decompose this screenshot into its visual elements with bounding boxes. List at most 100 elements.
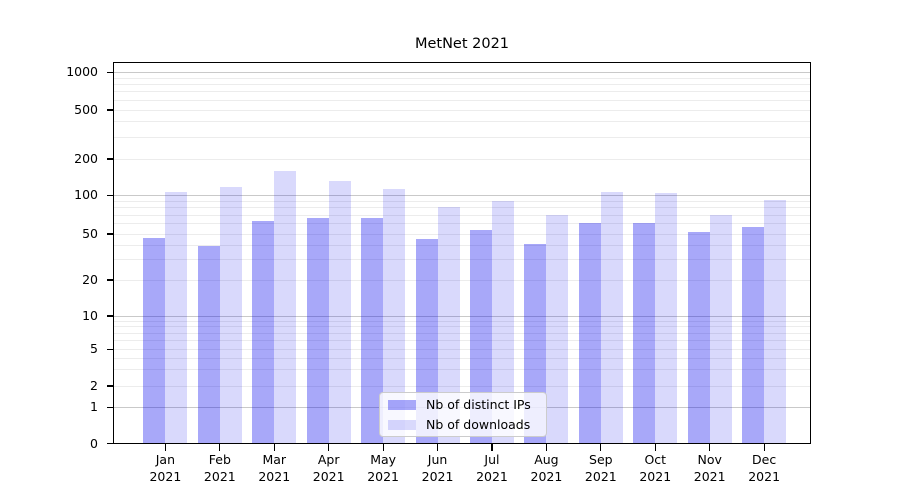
x-tick-label: Nov 2021 [693, 452, 726, 484]
bar-distinct-ips [197, 246, 220, 444]
grid-line-minor [114, 77, 810, 79]
x-tick-label: Feb 2021 [203, 452, 236, 484]
bar-downloads [383, 188, 406, 444]
legend-item-distinct-ips: Nb of distinct IPs [388, 398, 538, 411]
grid-line-minor [114, 233, 810, 235]
grid-line-major [114, 315, 810, 317]
grid-line-minor [114, 83, 810, 85]
x-tick-mark [763, 444, 765, 451]
legend-label-distinct-ips: Nb of distinct IPs [426, 397, 531, 412]
x-tick-label: Mar 2021 [258, 452, 291, 484]
y-tick-mark [106, 406, 113, 408]
grid-line-minor [114, 326, 810, 328]
x-tick-mark [600, 444, 602, 451]
bar-downloads [546, 215, 569, 444]
bar-distinct-ips [143, 238, 166, 444]
y-tick-mark [106, 315, 113, 317]
bar-distinct-ips [578, 222, 601, 444]
x-tick-mark [328, 444, 330, 451]
y-tick-mark [106, 194, 113, 196]
grid-line-minor [114, 332, 810, 334]
grid-line-minor [114, 320, 810, 322]
y-tick-label: 2 [90, 378, 98, 393]
legend: Nb of distinct IPs Nb of downloads [379, 392, 547, 437]
bar-downloads [219, 186, 242, 444]
x-tick-label: May 2021 [367, 452, 400, 484]
grid-line-minor [114, 99, 810, 101]
grid-line-minor [114, 244, 810, 246]
y-tick-label: 5 [90, 341, 98, 357]
x-tick-mark [491, 444, 493, 451]
grid-line-minor [114, 279, 810, 281]
bar-downloads [600, 191, 623, 444]
x-tick-mark [219, 444, 221, 451]
bar-downloads [274, 170, 297, 444]
bar-distinct-ips [633, 222, 656, 444]
grid-line-minor [114, 121, 810, 123]
grid-line-minor [114, 158, 810, 160]
legend-label-downloads: Nb of downloads [426, 417, 531, 432]
y-tick-mark [106, 385, 113, 387]
x-tick-label: Sep 2021 [584, 452, 617, 484]
x-tick-mark [654, 444, 656, 451]
grid-line-major [114, 194, 810, 196]
y-tick-label: 200 [74, 151, 98, 166]
grid-line-minor [114, 348, 810, 350]
y-tick-mark [106, 442, 113, 445]
x-tick-mark [164, 444, 166, 451]
x-tick-mark [709, 444, 711, 451]
y-tick-label: 20 [82, 272, 98, 287]
bar-downloads [437, 207, 460, 444]
x-tick-mark [545, 444, 547, 451]
y-tick-mark [106, 348, 113, 350]
x-tick-label: Aug 2021 [530, 452, 563, 484]
bar-downloads [709, 215, 732, 444]
grid-line-minor [114, 369, 810, 371]
y-tick-label: 1 [90, 399, 98, 415]
grid-line-minor [114, 136, 810, 138]
y-tick-label: 100 [74, 187, 98, 203]
y-tick-label: 1000 [66, 64, 98, 80]
bar-downloads [655, 192, 678, 444]
chart-title: MetNet 2021 [414, 36, 510, 52]
grid-line-minor [114, 385, 810, 387]
grid-line-minor [114, 223, 810, 225]
x-tick-label: Apr 2021 [312, 452, 345, 484]
y-tick-label: 500 [74, 102, 98, 117]
x-tick-label: Jul 2021 [476, 452, 508, 484]
y-tick-mark [106, 279, 113, 281]
grid-line-minor [114, 200, 810, 202]
x-tick-label: Jun 2021 [421, 452, 454, 484]
x-tick-label: Dec 2021 [748, 452, 781, 484]
bar-distinct-ips [469, 229, 492, 444]
legend-item-downloads: Nb of downloads [388, 418, 538, 431]
x-tick-label: Oct 2021 [639, 452, 672, 484]
y-tick-mark [106, 109, 113, 111]
y-tick-mark [106, 71, 113, 73]
legend-swatch-downloads [388, 419, 416, 430]
bar-downloads [328, 180, 351, 444]
grid-line-minor [114, 91, 810, 93]
legend-swatch-distinct-ips [388, 399, 416, 410]
bar-distinct-ips [252, 221, 275, 444]
x-tick-mark [382, 444, 384, 451]
grid-line-minor [114, 109, 810, 111]
bar-downloads [764, 199, 787, 444]
bar-distinct-ips [306, 217, 329, 444]
grid-line-minor [114, 214, 810, 216]
bar-distinct-ips [687, 231, 710, 444]
bar-downloads [165, 191, 188, 444]
x-tick-mark [273, 444, 275, 451]
bar-downloads [491, 200, 514, 444]
bar-distinct-ips [742, 226, 765, 444]
grid-line-minor [114, 357, 810, 359]
y-tick-mark [106, 233, 113, 235]
y-tick-mark [106, 158, 113, 160]
x-tick-label: Jan 2021 [149, 452, 182, 484]
grid-line-minor [114, 259, 810, 261]
grid-line-minor [114, 340, 810, 342]
grid-line-major [114, 71, 810, 73]
grid-line-minor [114, 207, 810, 209]
y-tick-label: 50 [82, 226, 98, 241]
